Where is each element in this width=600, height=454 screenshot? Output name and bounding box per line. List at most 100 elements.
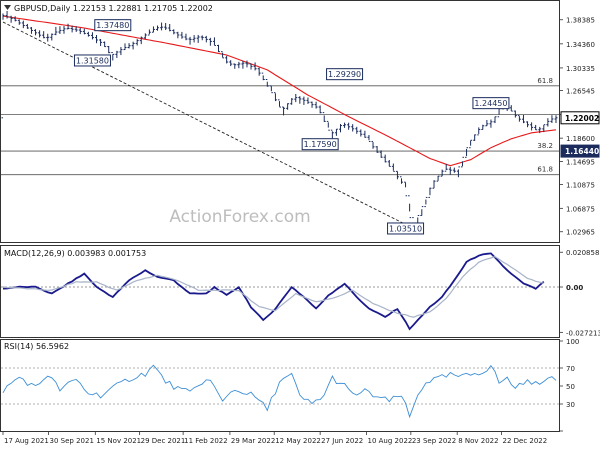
time-tick-label: 30 Sep 2021 [50, 437, 94, 445]
ohlc-bar [379, 150, 383, 158]
ohlc-bar [526, 121, 530, 128]
ohlc-bar [391, 163, 395, 172]
ohlc-bar [139, 36, 143, 45]
ohlc-bar [521, 114, 525, 124]
ohlc-bar [408, 195, 412, 219]
ohlc-bar [58, 26, 62, 34]
ohlc-bar [278, 99, 281, 108]
time-tick-label: 12 May 2022 [275, 437, 321, 445]
ohlc-bar [196, 34, 200, 43]
watermark: ActionForex.com [169, 207, 310, 227]
time-tick-label: 17 Aug 2021 [4, 437, 49, 445]
ohlc-bar [229, 60, 233, 67]
ohlc-bar [160, 22, 164, 31]
ohlc-bar [127, 43, 131, 49]
ohlc-bar [172, 29, 176, 35]
ohlc-bar [452, 167, 456, 173]
ohlc-bar [103, 41, 107, 48]
ohlc-bar [241, 60, 245, 69]
ohlc-bar [261, 72, 265, 81]
macd-tick-label: 0.00 [566, 284, 583, 292]
ohlc-bar [54, 26, 58, 36]
ohlc-bar [192, 35, 196, 43]
ohlc-bar [86, 31, 90, 37]
ohlc-bar [347, 122, 351, 130]
time-tick-label: 29 Mar 2022 [231, 437, 275, 445]
ohlc-bar [371, 140, 375, 149]
ohlc-bar [25, 23, 29, 29]
ohlc-bar [513, 110, 517, 118]
ohlc-bar [245, 60, 249, 68]
macd-panel-frame [0, 245, 560, 338]
time-axis: 17 Aug 2021 30 Sep 2021 15 Nov 2021 29 Dec … [2, 431, 548, 445]
ohlc-bar [546, 118, 550, 127]
ohlc-bar [131, 41, 135, 50]
price-annotation: 1.37480 [94, 19, 132, 32]
ohlc-bar [359, 129, 363, 137]
price-annotation: 1.29290 [326, 68, 364, 81]
ohlc-bar [176, 31, 180, 39]
ohlc-bar [221, 51, 225, 59]
trendline-layer [2, 21, 414, 229]
ohlc-bar [534, 124, 538, 131]
ohlc-bar [208, 37, 212, 46]
price-axis: 1.383851.343601.303351.265451.225201.186… [559, 17, 600, 237]
ohlc-bar [538, 126, 542, 134]
rsi-tick-label: 30 [566, 401, 575, 409]
ohlc-bar [50, 33, 54, 41]
ohlc-bar [249, 63, 253, 70]
rsi-tick-label: 50 [566, 383, 575, 391]
annotation-text: 1.37480 [96, 21, 129, 30]
ohlc-bar [17, 19, 21, 25]
time-tick-label: 27 Jun 2022 [321, 437, 363, 445]
level-price-badge: 1.16440 [560, 144, 600, 158]
ohlc-bar [286, 103, 290, 110]
ohlc-bar [66, 23, 70, 30]
ohlc-bar [367, 135, 371, 142]
ohlc-bar [164, 22, 168, 31]
ohlc-bar [310, 101, 314, 108]
ohlc-bar [147, 29, 151, 36]
ohlc-bar [493, 116, 497, 124]
ohlc-bar [253, 62, 257, 71]
ohlc-bar [465, 147, 469, 158]
ohlc-bar [509, 105, 513, 112]
time-tick-label: 8 Nov 2022 [458, 437, 498, 445]
price-header-text: GBPUSD,Daily 1.22153 1.22881 1.21705 1.2… [14, 4, 213, 13]
ohlc-bar [111, 52, 115, 61]
ohlc-bar [265, 79, 269, 87]
price-tick-label: 1.02965 [566, 229, 595, 237]
ohlc-bar [200, 35, 204, 41]
ohlc-bar [257, 67, 261, 76]
ohlc-bar [330, 129, 334, 139]
ohlc-bar [42, 31, 46, 39]
ohlc-bar [82, 28, 86, 35]
macd-line [2, 252, 545, 331]
ohlc-bar [338, 124, 342, 133]
price-tick-label: 1.26545 [566, 88, 595, 96]
ohlc-bar [156, 25, 160, 31]
time-tick-label: 11 Feb 2022 [184, 437, 228, 445]
price-tick-label: 1.14695 [566, 159, 595, 167]
ohlc-bar [517, 115, 521, 122]
level-label: 61.8 [537, 166, 553, 174]
time-tick-label: 22 Dec 2022 [503, 437, 548, 445]
time-tick-label: 10 Aug 2022 [368, 437, 413, 445]
ohlc-bar [151, 26, 155, 33]
rsi-tick-label: 100 [566, 338, 579, 346]
current-price-badge: 1.22002 [560, 111, 600, 125]
price-tick-label: 1.18600 [566, 135, 595, 143]
ohlc-bar [180, 31, 184, 39]
macd-layer [1, 252, 559, 331]
ohlc-bar [399, 176, 403, 184]
ohlc-bar [456, 166, 460, 178]
price-annotation: 1.17590 [301, 138, 339, 151]
ohlc-bar [9, 15, 13, 23]
ohlc-bar [74, 26, 78, 32]
ohlc-bar [351, 124, 355, 132]
ohlc-bar [143, 33, 147, 39]
price-header: GBPUSD,Daily 1.22153 1.22881 1.21705 1.2… [4, 4, 213, 13]
ohlc-bar [90, 32, 94, 40]
